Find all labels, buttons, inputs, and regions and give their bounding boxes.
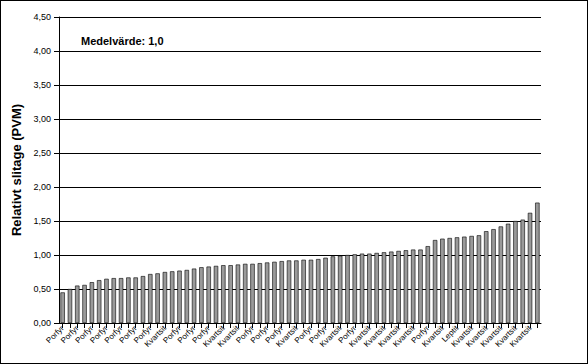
svg-text:Porfyr: Porfyr [336, 323, 358, 346]
svg-text:Porfyr: Porfyr [248, 323, 271, 346]
svg-text:Kvartsit: Kvartsit [508, 323, 534, 349]
svg-text:Porfyr: Porfyr [44, 323, 66, 346]
svg-text:Porfyr: Porfyr [132, 323, 154, 346]
svg-text:Porfyr: Porfyr [190, 323, 212, 346]
svg-text:Kvartsit: Kvartsit [142, 323, 169, 349]
svg-text:Kvartsit: Kvartsit [449, 323, 475, 349]
svg-text:Relativt slitage (PVM): Relativt slitage (PVM) [9, 104, 24, 236]
svg-text:2,50: 2,50 [33, 148, 51, 158]
svg-text:Porfyr: Porfyr [234, 323, 256, 346]
svg-text:Kvartsit: Kvartsit [347, 323, 373, 349]
svg-text:Porfyr: Porfyr [409, 323, 431, 346]
svg-text:Porfyr: Porfyr [292, 323, 315, 346]
svg-text:3,00: 3,00 [33, 114, 51, 124]
svg-text:Kvartsit: Kvartsit [362, 323, 388, 349]
svg-text:Kvartsit: Kvartsit [318, 323, 344, 349]
svg-text:Medelvärde: 1,0: Medelvärde: 1,0 [81, 35, 164, 47]
svg-text:1,50: 1,50 [33, 216, 51, 226]
svg-text:2,00: 2,00 [33, 182, 51, 192]
svg-text:4,50: 4,50 [33, 12, 51, 22]
svg-text:Kvartsit: Kvartsit [493, 323, 519, 349]
svg-text:Porfyr: Porfyr [88, 323, 110, 346]
svg-text:3,50: 3,50 [33, 80, 51, 90]
svg-text:0,00: 0,00 [33, 318, 51, 328]
svg-text:Kvartsit: Kvartsit [391, 323, 417, 349]
svg-text:Porfyr: Porfyr [263, 323, 285, 346]
svg-text:Porfyr: Porfyr [161, 323, 183, 346]
svg-text:Kvartsit: Kvartsit [274, 323, 300, 349]
svg-text:Porfyr: Porfyr [59, 323, 81, 346]
svg-text:4,00: 4,00 [33, 46, 51, 56]
svg-text:Kvartsit: Kvartsit [201, 323, 227, 349]
svg-text:Porfyr: Porfyr [102, 323, 125, 346]
svg-text:Kvartsit: Kvartsit [215, 323, 242, 349]
svg-text:0,50: 0,50 [33, 284, 51, 294]
svg-text:Kvartsit: Kvartsit [420, 323, 446, 349]
svg-text:Kvartsit: Kvartsit [376, 323, 402, 349]
svg-text:Porfyr: Porfyr [307, 323, 329, 346]
svg-text:Kvartsit: Kvartsit [464, 323, 490, 349]
svg-text:1,00: 1,00 [33, 250, 51, 260]
svg-text:Leptit: Leptit [440, 323, 461, 344]
svg-text:Kvartsit: Kvartsit [478, 323, 504, 349]
svg-text:Porfyr: Porfyr [117, 323, 139, 346]
svg-text:Porfyr: Porfyr [73, 323, 95, 346]
svg-text:Porfyr: Porfyr [175, 323, 198, 346]
